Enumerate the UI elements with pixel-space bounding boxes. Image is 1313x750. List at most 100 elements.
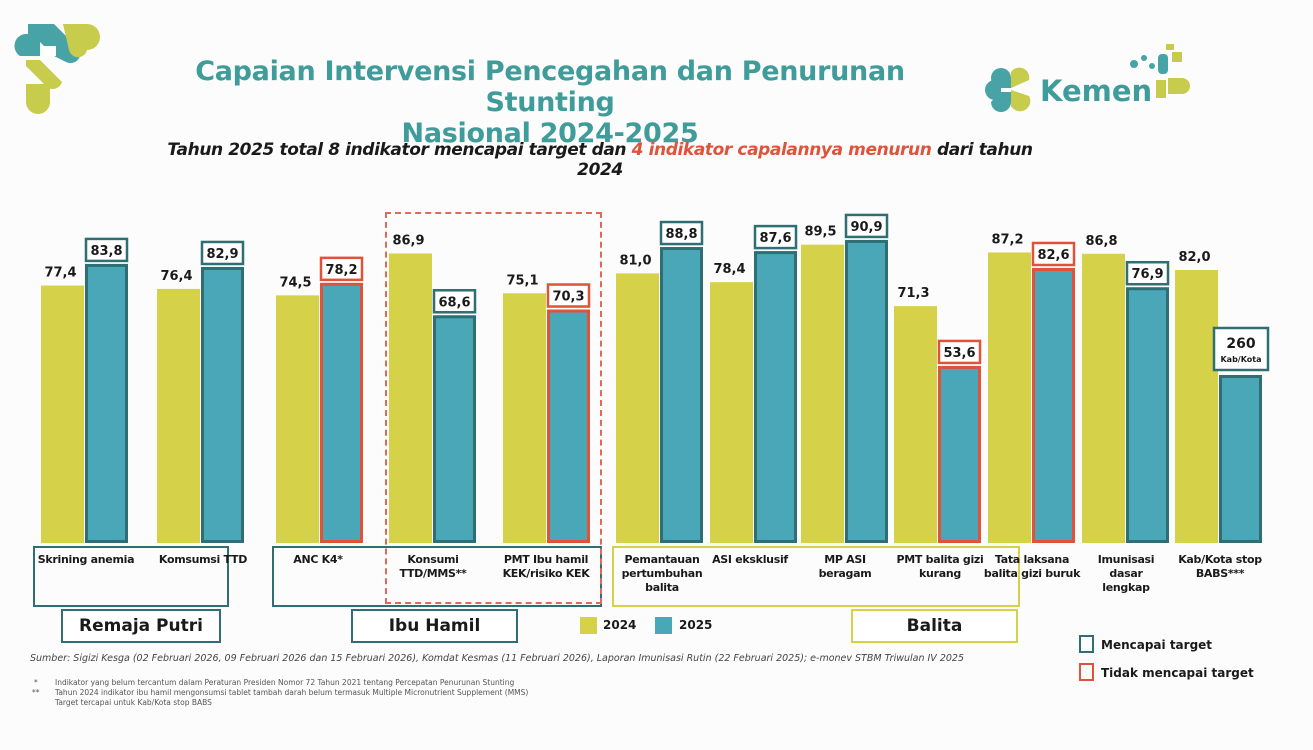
data-label-2024: 76,4 (160, 269, 192, 284)
data-label-2024: 74,5 (279, 275, 311, 290)
category-label: MP ASI beragam (818, 553, 872, 580)
data-label-2025: 78,2 (325, 263, 357, 278)
bar-2024 (894, 306, 937, 543)
category-label: PMT Ibu hamil KEK/risiko KEK (502, 553, 590, 580)
legend-swatch-2024 (580, 617, 597, 634)
data-label-box-2025 (432, 289, 477, 314)
category-label: ASI eksklusif (712, 553, 788, 566)
data-label-2024: 86,9 (392, 233, 424, 248)
bar-2024 (41, 285, 84, 543)
data-label-box-2025 (753, 224, 798, 250)
data-label-2025: 68,6 (438, 295, 470, 310)
data-label-box-2025 (659, 220, 704, 246)
note2-marker: ** (32, 688, 40, 697)
data-label-2025: 90,9 (850, 220, 882, 235)
data-label-box-2025 (319, 256, 364, 282)
data-label-box-2025 (1212, 326, 1270, 372)
group-title-ibu-hamil: Ibu Hamil (351, 609, 518, 643)
subtitle-highlight: 4 indikator capalannya menurun (631, 140, 932, 160)
bar-2025 (938, 365, 981, 544)
data-label-2024: 75,1 (506, 273, 538, 288)
bar-2024 (276, 295, 319, 543)
data-label-2024: 87,2 (991, 232, 1023, 247)
data-label-box-2025 (200, 240, 245, 266)
category-label: Kab/Kota stop BABS*** (1178, 553, 1262, 580)
category-label: PMT balita gizi kurang (896, 553, 984, 580)
group-box-balita (612, 546, 1020, 607)
highlight-decrease-box (385, 212, 602, 604)
legend-swatch-achieved (1079, 635, 1094, 653)
data-label-2025: 83,8 (90, 244, 122, 259)
bar-2024 (157, 288, 200, 543)
legend-label-not-achieved: Tidak mencapai target (1101, 666, 1254, 680)
data-label-2024: 89,5 (804, 225, 836, 240)
legend-label-achieved: Mencapai target (1101, 638, 1213, 652)
source-text: Sumber: Sigizi Kesga (02 Februari 2026, … (30, 653, 964, 664)
bar-2024 (389, 253, 432, 544)
bar-2024 (801, 244, 844, 543)
data-label-box-2025 (1031, 241, 1076, 267)
data-label-2025: 82,6 (1037, 248, 1069, 263)
bar-2025 (320, 282, 363, 543)
brand-name: Kemen (1040, 74, 1153, 108)
bar-2025 (433, 315, 476, 543)
legend-swatch-not-achieved (1079, 663, 1094, 681)
ministry-logo-icon (14, 24, 100, 114)
data-label-2024: 78,4 (713, 262, 745, 277)
bar-2025 (547, 309, 590, 544)
bar-2024 (616, 273, 659, 543)
data-label-box-2025 (546, 283, 591, 308)
category-label: Konsumi TTD/MMS** (399, 553, 467, 580)
category-label: Komsumsi TTD (158, 553, 248, 566)
chart-title-line2: Nasional 2024-2025 (401, 118, 699, 149)
data-label-box-2025 (844, 213, 889, 239)
data-label-2024: 86,8 (1085, 234, 1117, 249)
data-label-2025: 82,9 (206, 247, 238, 262)
decorative-icons (1130, 44, 1190, 98)
data-label-box-2025 (84, 237, 129, 263)
data-label-2024: 71,3 (897, 286, 929, 301)
bar-2025 (660, 247, 703, 543)
category-label: ANC K4* (293, 553, 343, 566)
group-box-remaja-putri (33, 546, 229, 607)
data-label-box-2025 (1125, 260, 1170, 286)
note3-text: Target tercapai untuk Kab/Kota stop BABS (55, 698, 212, 707)
note1-marker: * (34, 678, 38, 687)
data-label-2025: 76,9 (1131, 267, 1163, 282)
data-label-2025: 87,6 (759, 231, 791, 246)
bar-2025 (754, 251, 797, 544)
data-label-2024: 81,0 (619, 253, 651, 268)
data-sublabel-2025: Kab/Kota (1220, 355, 1261, 364)
bar-2025 (85, 263, 128, 543)
legend-label-2024: 2024 (603, 618, 637, 632)
category-label: Pemantauan pertumbuhan balita (621, 553, 703, 594)
subtitle-part1: Tahun 2025 total 8 indikator mencapai ta… (167, 140, 632, 160)
data-label-box-2025 (937, 339, 982, 365)
bar-2025 (1126, 287, 1169, 544)
data-label-2025: 70,3 (552, 290, 584, 305)
bar-2024 (710, 282, 753, 543)
bar-2024 (1082, 253, 1125, 543)
bar-2025 (201, 266, 244, 543)
chart-subtitle: Tahun 2025 total 8 indikator mencapai ta… (150, 140, 1050, 180)
group-title-remaja-putri: Remaja Putri (61, 609, 221, 643)
group-title-balita: Balita (851, 609, 1018, 643)
bar-2025 (1032, 267, 1075, 543)
legend-label-2025: 2025 (679, 618, 713, 632)
subtitle-part2: dari tahun 2024 (577, 140, 1033, 180)
bar-2024 (988, 252, 1031, 543)
data-label-2025: 88,8 (665, 227, 697, 242)
note2-text: Tahun 2024 indikator ibu hamil mengonsum… (55, 688, 529, 697)
chart-title-line1: Capaian Intervensi Pencegahan dan Penuru… (195, 56, 905, 118)
data-label-2025: 260 (1226, 336, 1255, 352)
bar-2024 (1175, 270, 1218, 543)
kemenkes-logo-icon (985, 67, 1031, 112)
bar-2025 (845, 239, 888, 544)
category-label: Imunisasi dasar lengkap (1097, 553, 1155, 594)
chart-title: Capaian Intervensi Pencegahan dan Penuru… (140, 56, 960, 149)
note1-text: Indikator yang belum tercantum dalam Per… (55, 678, 515, 687)
data-label-2024: 82,0 (1178, 250, 1210, 265)
data-label-2024: 77,4 (44, 266, 76, 281)
category-label: Skrining anemia (37, 553, 135, 566)
